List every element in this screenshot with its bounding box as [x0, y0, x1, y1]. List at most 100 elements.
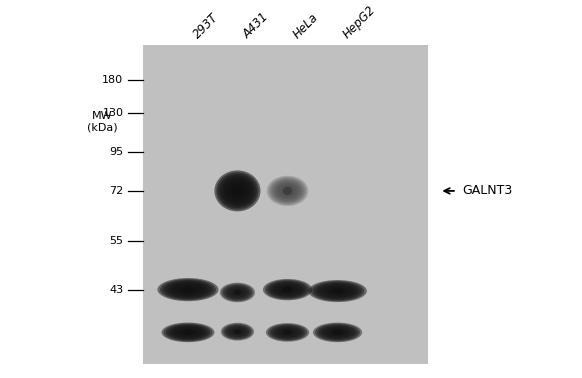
Ellipse shape: [222, 324, 253, 340]
Ellipse shape: [232, 185, 243, 197]
Ellipse shape: [228, 327, 247, 337]
Ellipse shape: [226, 326, 249, 338]
Ellipse shape: [281, 287, 294, 292]
Ellipse shape: [181, 287, 195, 293]
Ellipse shape: [218, 174, 257, 208]
Ellipse shape: [329, 329, 346, 336]
Ellipse shape: [270, 178, 305, 203]
Ellipse shape: [220, 175, 255, 206]
Ellipse shape: [157, 278, 218, 301]
Ellipse shape: [279, 286, 296, 293]
Ellipse shape: [273, 326, 302, 339]
Ellipse shape: [319, 325, 356, 340]
Ellipse shape: [268, 177, 307, 205]
Ellipse shape: [233, 290, 242, 295]
Ellipse shape: [325, 327, 350, 337]
Ellipse shape: [278, 328, 296, 336]
Ellipse shape: [232, 186, 243, 196]
Ellipse shape: [221, 284, 254, 302]
Ellipse shape: [214, 170, 261, 211]
Text: 43: 43: [109, 285, 123, 294]
Text: HepG2: HepG2: [340, 4, 378, 41]
Ellipse shape: [328, 287, 347, 295]
Ellipse shape: [267, 176, 308, 206]
Ellipse shape: [165, 281, 211, 298]
Text: 95: 95: [109, 147, 123, 157]
Ellipse shape: [177, 328, 199, 336]
Ellipse shape: [331, 330, 344, 335]
Ellipse shape: [222, 177, 253, 204]
Ellipse shape: [225, 325, 250, 338]
Ellipse shape: [228, 182, 247, 200]
Text: A431: A431: [240, 11, 271, 41]
Ellipse shape: [323, 285, 352, 297]
Ellipse shape: [272, 180, 303, 202]
Ellipse shape: [232, 289, 243, 296]
Ellipse shape: [229, 288, 246, 297]
Ellipse shape: [230, 328, 244, 335]
Ellipse shape: [327, 328, 348, 336]
Ellipse shape: [226, 181, 249, 201]
Ellipse shape: [178, 286, 198, 293]
Ellipse shape: [269, 325, 306, 340]
Ellipse shape: [276, 328, 299, 337]
Ellipse shape: [182, 330, 194, 335]
Ellipse shape: [308, 280, 367, 302]
Ellipse shape: [271, 325, 304, 339]
Ellipse shape: [271, 282, 304, 297]
Ellipse shape: [182, 330, 194, 335]
Ellipse shape: [265, 280, 310, 299]
Ellipse shape: [224, 285, 251, 300]
Ellipse shape: [223, 324, 251, 339]
Ellipse shape: [160, 279, 216, 300]
Ellipse shape: [221, 323, 254, 341]
Ellipse shape: [277, 183, 298, 198]
Ellipse shape: [166, 324, 210, 341]
Ellipse shape: [277, 285, 298, 294]
Ellipse shape: [266, 323, 309, 342]
Ellipse shape: [313, 322, 362, 342]
Ellipse shape: [317, 324, 358, 341]
Ellipse shape: [321, 285, 354, 297]
Ellipse shape: [232, 329, 243, 335]
Text: 72: 72: [109, 186, 123, 196]
Ellipse shape: [311, 281, 364, 301]
Ellipse shape: [315, 283, 360, 299]
Ellipse shape: [230, 288, 245, 297]
Ellipse shape: [180, 287, 196, 293]
Ellipse shape: [275, 284, 300, 295]
Ellipse shape: [281, 329, 294, 335]
Ellipse shape: [263, 279, 312, 300]
Ellipse shape: [175, 285, 201, 294]
Ellipse shape: [173, 284, 203, 296]
Ellipse shape: [275, 182, 300, 200]
Ellipse shape: [323, 327, 352, 338]
Ellipse shape: [318, 284, 357, 298]
Ellipse shape: [332, 330, 343, 335]
Ellipse shape: [313, 282, 362, 300]
Ellipse shape: [229, 327, 246, 336]
Text: 180: 180: [102, 76, 123, 85]
Ellipse shape: [268, 324, 307, 341]
Ellipse shape: [217, 172, 258, 210]
Ellipse shape: [227, 287, 248, 298]
Ellipse shape: [230, 184, 245, 198]
Ellipse shape: [161, 322, 214, 342]
Ellipse shape: [171, 326, 205, 339]
Ellipse shape: [274, 181, 301, 201]
Text: 55: 55: [109, 236, 123, 246]
Ellipse shape: [233, 187, 242, 194]
Ellipse shape: [226, 286, 249, 299]
Text: GALNT3: GALNT3: [463, 184, 513, 197]
Ellipse shape: [224, 179, 251, 203]
Ellipse shape: [283, 187, 292, 195]
Ellipse shape: [223, 284, 252, 301]
Text: HeLa: HeLa: [290, 11, 321, 41]
Ellipse shape: [321, 326, 354, 339]
Ellipse shape: [283, 330, 292, 335]
Ellipse shape: [183, 288, 193, 291]
Ellipse shape: [269, 282, 306, 297]
Ellipse shape: [233, 330, 242, 334]
Ellipse shape: [267, 281, 308, 299]
Ellipse shape: [164, 324, 212, 341]
